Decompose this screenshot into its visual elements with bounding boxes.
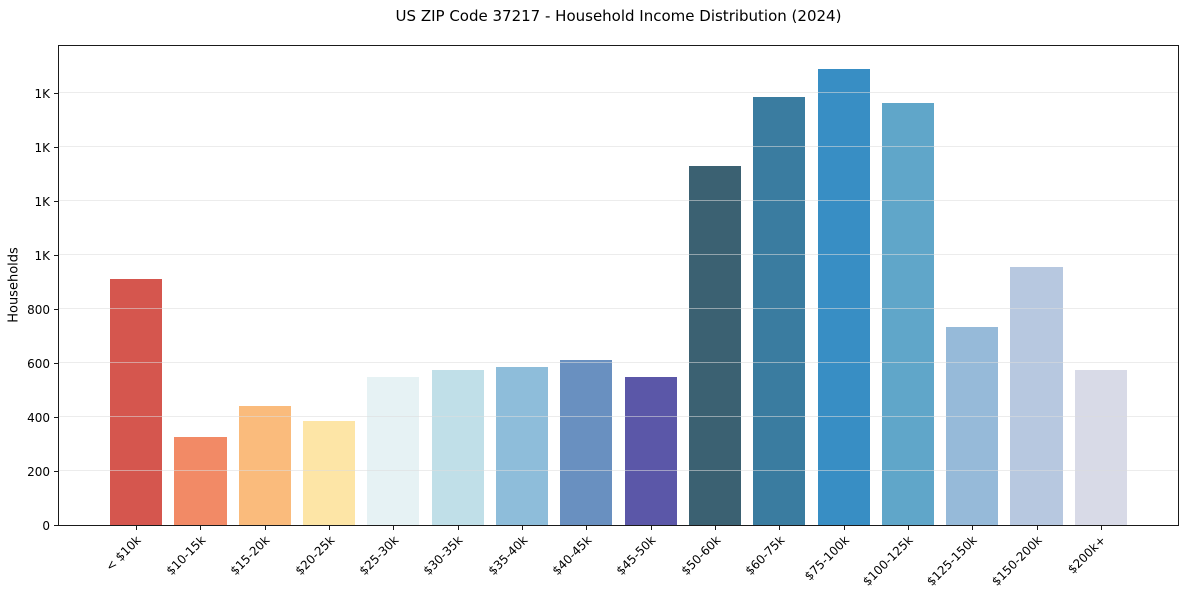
x-tick-mark — [393, 525, 395, 530]
bar-100-125k — [881, 102, 934, 525]
x-tick-mark — [843, 525, 845, 530]
x-tick-mark — [1100, 525, 1102, 530]
y-tick-mark — [54, 146, 59, 148]
bar-60-75k — [753, 97, 806, 525]
bar-10-15k — [174, 437, 227, 525]
x-tick-mark — [650, 525, 652, 530]
plot-area: 0 200 400 600 800 1K 1K 1K 1K < $10k $10-15k $15-20… — [27, 45, 1179, 589]
x-tick-label: $40-45k — [549, 533, 595, 578]
x-tick-mark — [136, 525, 138, 530]
x-tick-mark — [586, 525, 588, 530]
x-tick-label: $60-75k — [742, 533, 788, 578]
x-tick-mark — [907, 525, 909, 530]
y-tick-label: 200 — [27, 464, 50, 479]
x-tick-mark — [522, 525, 524, 530]
bar-slot — [1069, 46, 1133, 525]
y-tick-mark — [54, 254, 59, 256]
y-tick-mark — [54, 362, 59, 364]
bar-slot — [619, 46, 683, 525]
bar-125-150k — [946, 326, 999, 525]
x-tick-mark — [1036, 525, 1038, 530]
bar-slot — [683, 46, 747, 525]
y-tick-label: 0 — [42, 518, 50, 533]
bar-series — [59, 46, 1178, 525]
x-tick-mark — [972, 525, 974, 530]
x-tick-label: $200k+ — [1065, 533, 1109, 577]
x-tick-label: $25-30k — [356, 533, 402, 578]
bar-20-25k — [303, 421, 356, 525]
bar-slot — [811, 46, 875, 525]
y-tick-label: 800 — [27, 302, 50, 317]
x-tick-label: $15-20k — [227, 533, 273, 578]
y-tick-mark — [54, 92, 59, 94]
x-tick-mark — [714, 525, 716, 530]
x-tick-label: $35-40k — [485, 533, 530, 578]
bar-10k — [110, 279, 163, 525]
bar-150-200k — [1010, 267, 1063, 525]
bar-25-30k — [367, 376, 420, 525]
bar-45-50k — [624, 376, 677, 525]
x-tick-mark — [200, 525, 202, 530]
x-tick-label: $125-150k — [924, 533, 981, 589]
bar-slot — [747, 46, 811, 525]
x-tick-mark — [264, 525, 266, 530]
x-tick-label: $75-100k — [801, 533, 852, 584]
y-tick-mark — [54, 200, 59, 202]
y-axis-label: Households — [6, 247, 22, 323]
y-tick-mark — [54, 524, 59, 526]
x-tick-label: $10-15k — [163, 533, 209, 578]
bar-slot — [876, 46, 940, 525]
x-tick-mark — [779, 525, 781, 530]
chart-title: US ZIP Code 37217 - Household Income Dis… — [395, 7, 842, 25]
x-tick-mark — [457, 525, 459, 530]
bar-slot — [168, 46, 232, 525]
bar-15-20k — [238, 406, 291, 525]
x-tick-label: < $10k — [103, 533, 145, 574]
bar-slot — [361, 46, 425, 525]
x-tick-label: $30-35k — [420, 533, 466, 578]
bar-75-100k — [817, 68, 870, 525]
y-tick-label: 400 — [27, 410, 50, 425]
y-tick-label: 1K — [34, 194, 50, 209]
y-tick-label: 600 — [27, 356, 50, 371]
y-tick-label: 1K — [34, 140, 50, 155]
x-tick-mark — [329, 525, 331, 530]
y-tick-label: 1K — [34, 248, 50, 263]
y-tick-label: 1K — [34, 86, 50, 101]
x-tick-label: $50-60k — [678, 533, 723, 578]
x-tick-label: $20-25k — [292, 533, 337, 578]
x-tick-label: $100-125k — [860, 533, 916, 589]
bar-30-35k — [431, 369, 484, 525]
bar-slot — [297, 46, 361, 525]
y-tick-mark — [54, 470, 59, 472]
bar-slot — [104, 46, 168, 525]
bar-slot — [233, 46, 297, 525]
bar-200k — [1074, 369, 1127, 525]
bar-slot — [490, 46, 554, 525]
bar-50-60k — [688, 166, 741, 525]
bar-40-45k — [560, 360, 613, 525]
bar-35-40k — [495, 367, 549, 525]
y-tick-mark — [54, 416, 59, 418]
y-tick-mark — [54, 308, 59, 310]
bar-slot — [1004, 46, 1068, 525]
bar-slot — [940, 46, 1004, 525]
x-tick-label: $150-200k — [988, 533, 1045, 589]
bar-slot — [554, 46, 618, 525]
bar-slot — [426, 46, 490, 525]
x-tick-label: $45-50k — [613, 533, 659, 578]
